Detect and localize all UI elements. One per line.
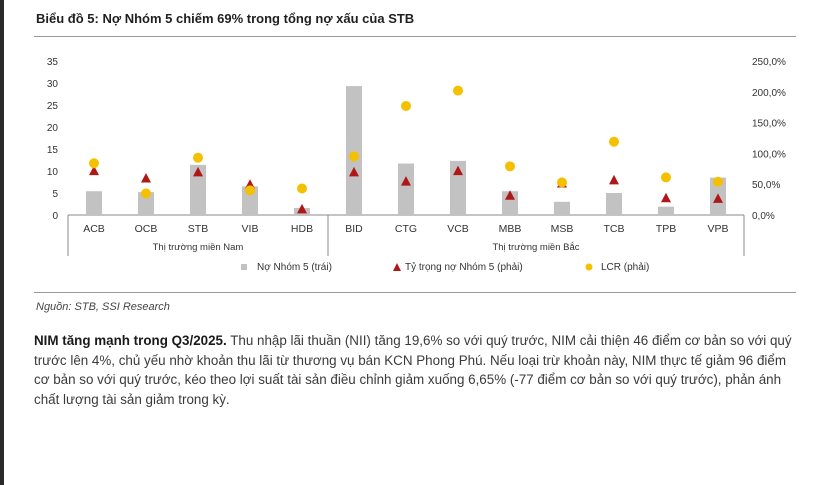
y-right-tick-label: 250,0% — [752, 57, 786, 68]
triangle-ocb — [141, 173, 151, 183]
y-right-tick-label: 50,0% — [752, 180, 780, 191]
legend-label: LCR (phải) — [601, 262, 649, 273]
triangle-bid — [349, 166, 359, 177]
x-tick-label: TPB — [656, 223, 676, 235]
combo-chart: 0 5 10 15 20 25 30 35 0,0% 50,0% 100,0% 150,0% 200,0… — [47, 57, 786, 273]
legend-swatch-bar — [241, 264, 247, 270]
x-tick-label: STB — [188, 223, 208, 235]
bar-vib — [242, 186, 258, 215]
x-tick-label: ACB — [83, 223, 105, 235]
bar-tcb — [606, 193, 622, 215]
legend-swatch-circle — [585, 263, 593, 271]
legend-swatch-triangle — [393, 263, 401, 271]
y-left-tick-label: 5 — [52, 189, 58, 200]
y-right-tick-label: 100,0% — [752, 149, 786, 160]
x-tick-label: TCB — [604, 223, 625, 235]
x-tick-label: VPB — [707, 223, 728, 235]
circle-msb — [557, 177, 567, 188]
y-left-tick-label: 20 — [47, 123, 59, 134]
bar-ctg — [398, 163, 414, 215]
circle-vib — [245, 185, 255, 196]
legend-label: Nợ Nhóm 5 (trái) — [257, 262, 332, 273]
circle-hdb — [297, 183, 307, 194]
circle-tpb — [661, 172, 671, 183]
x-tick-label: MSB — [551, 223, 574, 235]
x-tick-label: BID — [345, 223, 363, 235]
x-tick-label: VIB — [242, 223, 259, 235]
circle-ctg — [401, 100, 411, 111]
circle-vpb — [713, 176, 723, 187]
analysis-paragraph: NIM tăng mạnh trong Q3/2025. Thu nhập lã… — [34, 331, 798, 409]
x-tick-label: VCB — [447, 223, 469, 235]
triangle-vcb — [453, 165, 463, 176]
y-right-tick-label: 200,0% — [752, 88, 786, 99]
source-rule — [34, 292, 796, 293]
chart-title: Biểu đồ 5: Nợ Nhóm 5 chiếm 69% trong tổn… — [36, 11, 415, 26]
circle-ocb — [141, 188, 151, 199]
circle-tcb — [609, 136, 619, 147]
triangle-stb — [193, 166, 203, 177]
triangle-tpb — [661, 192, 671, 203]
circle-vcb — [453, 85, 463, 96]
triangle-ctg — [401, 176, 411, 186]
triangle-vpb — [713, 193, 723, 203]
bar-ocb — [138, 192, 154, 215]
circle-stb — [193, 152, 203, 163]
page-left-border — [0, 0, 4, 485]
title-rule — [34, 36, 796, 37]
circle-acb — [89, 158, 99, 169]
triangle-mbb — [505, 190, 515, 200]
y-right-tick-label: 150,0% — [752, 119, 786, 130]
source-note: Nguồn: STB, SSI Research — [36, 301, 170, 313]
x-tick-label: OCB — [135, 223, 158, 235]
y-left-tick-label: 0 — [52, 211, 58, 222]
paragraph-lead: NIM tăng mạnh trong Q3/2025. — [34, 333, 227, 348]
triangle-tcb — [609, 174, 619, 185]
triangle-hdb — [297, 203, 307, 214]
y-left-tick-label: 30 — [47, 79, 59, 90]
bar-bid — [346, 86, 362, 215]
bar-stb — [190, 164, 206, 215]
x-tick-label: CTG — [395, 223, 417, 235]
triangle-acb — [89, 165, 99, 176]
y-left-tick-label: 25 — [47, 101, 59, 112]
group-label: Thị trường miền Nam — [153, 242, 244, 253]
bar-acb — [86, 191, 102, 215]
y-left-tick-label: 10 — [47, 167, 59, 178]
x-tick-label: MBB — [499, 223, 522, 235]
bar-tpb — [658, 206, 674, 215]
paragraph-body: Thu nhập lãi thuần (NII) tăng 19,6% so v… — [34, 333, 792, 407]
bar-mbb — [502, 191, 518, 215]
circle-bid — [349, 151, 359, 162]
y-left-tick-label: 35 — [47, 57, 59, 68]
legend-label: Tỷ trọng nợ Nhóm 5 (phải) — [405, 261, 523, 273]
x-tick-label: HDB — [291, 223, 313, 235]
bar-msb — [554, 201, 570, 215]
group-label: Thị trường miền Bắc — [492, 242, 579, 253]
circle-mbb — [505, 161, 515, 172]
y-right-tick-label: 0,0% — [752, 211, 775, 222]
y-left-tick-label: 15 — [47, 145, 59, 156]
